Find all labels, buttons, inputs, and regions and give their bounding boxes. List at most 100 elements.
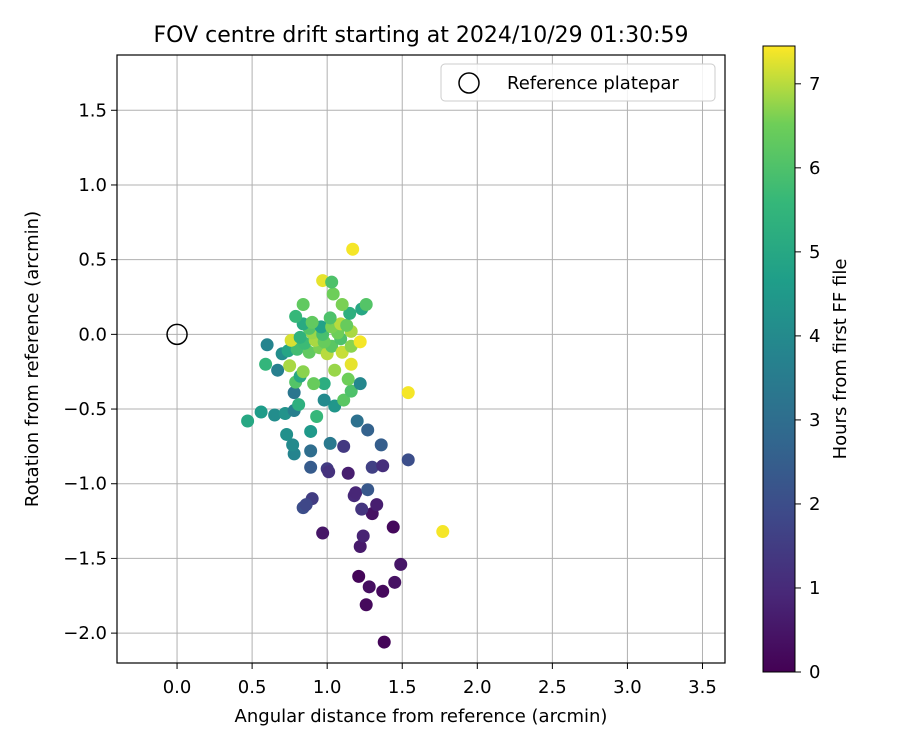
data-point — [289, 309, 303, 323]
data-point — [353, 377, 367, 391]
y-tick-label: −2.0 — [63, 623, 107, 644]
data-point — [286, 438, 300, 452]
data-point — [328, 363, 342, 377]
data-point — [317, 393, 331, 407]
y-tick-label: 1.5 — [78, 100, 107, 121]
data-point — [374, 438, 388, 452]
data-point — [292, 398, 306, 412]
data-point — [283, 359, 297, 373]
chart-title: FOV centre drift starting at 2024/10/29 … — [154, 23, 689, 48]
data-point — [340, 318, 354, 332]
y-tick-label: −1.5 — [63, 548, 107, 569]
data-point — [241, 414, 255, 428]
legend-box — [440, 63, 716, 102]
data-point — [394, 557, 408, 571]
data-point — [322, 465, 336, 479]
data-point — [304, 460, 318, 474]
data-point — [305, 315, 319, 329]
legend-entry-reference: Reference platepar — [507, 73, 679, 94]
data-point — [280, 427, 294, 441]
x-tick-label: 1.5 — [388, 677, 417, 698]
data-point — [361, 423, 375, 437]
data-point — [356, 529, 370, 543]
reference-platepar-marker — [166, 323, 188, 346]
data-point — [359, 297, 373, 311]
y-tick-label: 0.5 — [78, 250, 107, 271]
legend-reference-marker — [458, 72, 480, 94]
data-point — [346, 242, 360, 256]
data-point — [296, 365, 310, 379]
plot-frame — [116, 54, 726, 664]
data-point — [349, 486, 363, 500]
data-point — [268, 408, 282, 422]
data-point — [365, 460, 379, 474]
x-tick-label: 3.0 — [613, 677, 642, 698]
data-point — [310, 410, 324, 424]
data-point — [260, 338, 274, 352]
data-point — [343, 306, 357, 320]
colorbar-tick-label: 7 — [809, 74, 820, 95]
data-point — [436, 525, 450, 539]
colorbar: 0 1 2 3 4 5 6 7 Hours from first FF file — [762, 45, 851, 683]
x-tick-label: 1.0 — [313, 677, 342, 698]
data-point — [359, 598, 373, 612]
data-point — [325, 275, 339, 289]
data-point — [388, 575, 402, 589]
data-point — [299, 498, 313, 512]
colorbar-gradient — [762, 45, 796, 673]
data-point — [307, 377, 321, 391]
colorbar-tick-label: 5 — [809, 242, 820, 263]
data-point — [376, 459, 390, 473]
data-point — [304, 444, 318, 458]
data-point — [370, 498, 384, 512]
data-point — [350, 414, 364, 428]
data-point — [323, 311, 337, 325]
axis-ticks: 0.0 0.5 1.0 1.5 2.0 2.5 3.0 3.5 −2.0 −1.5 −1.0 −0.5… — [63, 100, 717, 698]
colorbar-ticks: 0 1 2 3 4 5 6 7 — [795, 74, 820, 683]
legend: Reference platepar — [440, 63, 716, 102]
x-tick-label: 0.0 — [163, 677, 192, 698]
y-tick-label: −1.0 — [63, 474, 107, 495]
data-point — [293, 330, 307, 344]
colorbar-label: Hours from first FF file — [830, 259, 851, 460]
data-point — [361, 483, 375, 497]
y-tick-label: −0.5 — [63, 399, 107, 420]
data-point — [352, 569, 366, 583]
y-tick-label: 1.0 — [78, 175, 107, 196]
x-tick-label: 2.0 — [463, 677, 492, 698]
data-point — [296, 297, 310, 311]
data-points — [166, 242, 450, 649]
data-point — [337, 439, 351, 453]
data-point — [271, 363, 285, 377]
data-point — [353, 335, 367, 349]
colorbar-tick-label: 2 — [809, 494, 820, 515]
data-point — [323, 436, 337, 450]
data-point — [362, 580, 376, 594]
y-axis-label: Rotation from reference (arcmin) — [22, 211, 43, 507]
data-point — [287, 386, 301, 400]
data-point — [355, 502, 369, 516]
data-point — [304, 424, 318, 438]
data-point — [401, 453, 415, 467]
x-tick-label: 3.5 — [688, 677, 717, 698]
x-axis-label: Angular distance from reference (arcmin) — [235, 706, 608, 727]
data-point — [376, 584, 390, 598]
data-point — [326, 287, 340, 301]
data-point — [337, 393, 351, 407]
data-point — [377, 635, 391, 649]
data-point — [316, 526, 330, 540]
colorbar-tick-label: 4 — [809, 326, 820, 347]
y-tick-label: 0.0 — [78, 324, 107, 345]
data-point — [386, 520, 400, 534]
x-tick-label: 0.5 — [238, 677, 267, 698]
x-tick-label: 2.5 — [538, 677, 567, 698]
data-point — [317, 377, 331, 391]
data-point — [254, 405, 268, 419]
data-point — [401, 386, 415, 400]
colorbar-tick-label: 0 — [809, 662, 820, 683]
data-point — [344, 384, 358, 398]
data-point — [341, 372, 355, 386]
data-point — [259, 357, 273, 371]
data-point — [341, 466, 355, 480]
